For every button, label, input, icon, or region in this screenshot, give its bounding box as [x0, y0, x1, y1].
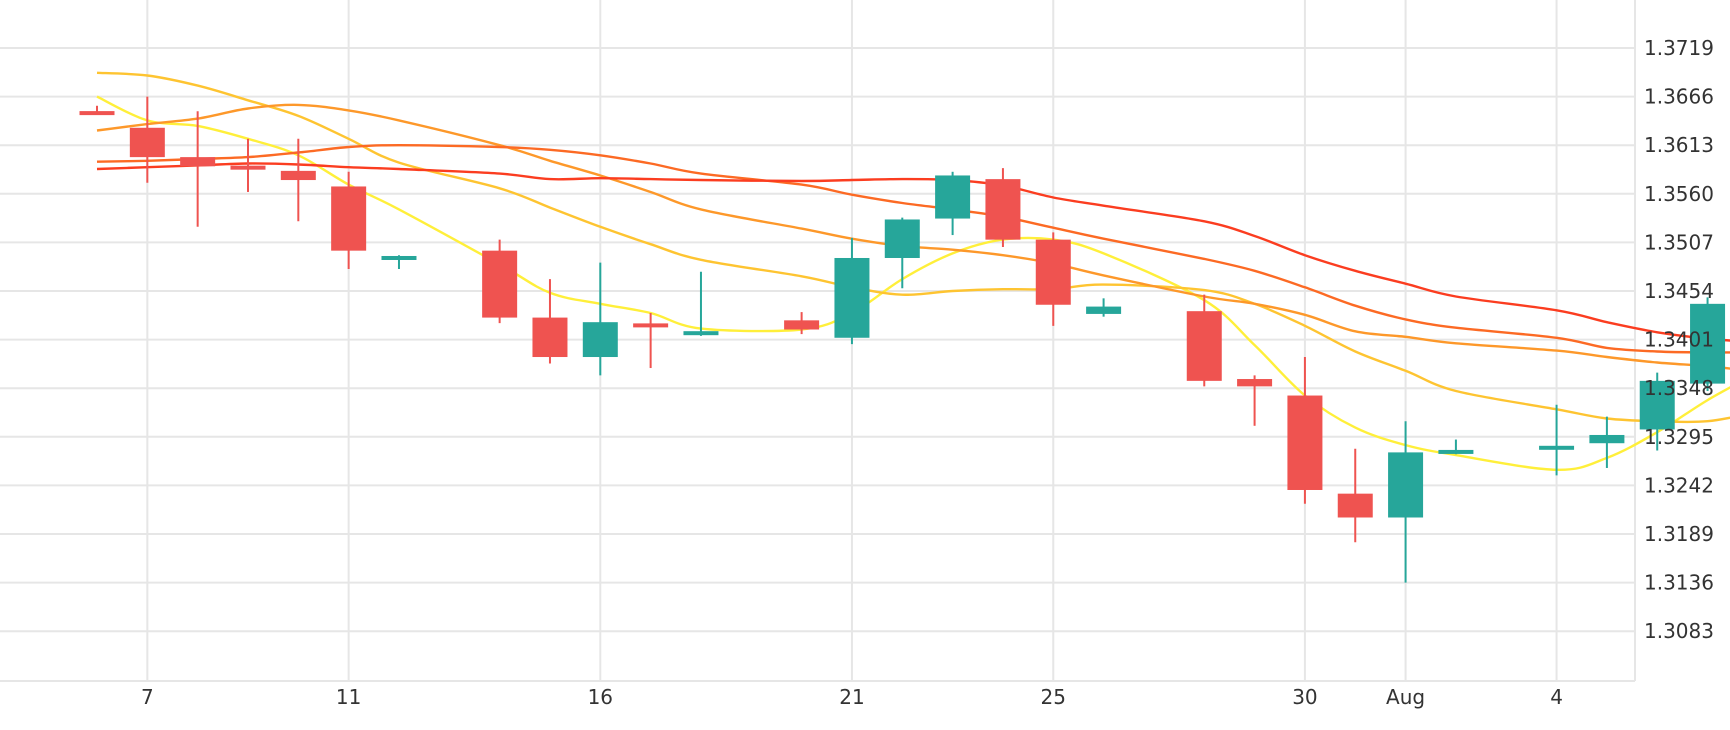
candle	[1690, 297, 1726, 391]
candle	[1287, 357, 1323, 504]
candle-body	[482, 250, 518, 318]
y-tick-label: 1.3401	[1644, 328, 1714, 352]
candle-body	[784, 320, 820, 330]
candle	[1388, 421, 1424, 583]
candle	[1438, 439, 1474, 455]
axes: 1.3719 1.3666 1.3613 1.3560 1.3507 1.3454 1.34…	[141, 36, 1714, 709]
y-tick-label: 1.3136	[1644, 571, 1714, 595]
candle	[1589, 416, 1625, 468]
candle	[1035, 232, 1071, 326]
y-tick-label: 1.3560	[1644, 182, 1714, 206]
moving-average-line-2	[96, 71, 1730, 424]
candle-body	[1438, 449, 1474, 454]
candle	[331, 171, 367, 269]
candle-body	[1337, 493, 1373, 518]
candle	[1337, 448, 1373, 543]
candle	[633, 313, 669, 369]
y-tick-label: 1.3083	[1644, 619, 1714, 643]
candle-body	[1589, 434, 1625, 444]
candle	[683, 271, 719, 336]
candle-body	[1035, 239, 1071, 305]
candle-body	[331, 186, 367, 251]
candle-body	[935, 175, 971, 219]
candle	[582, 262, 618, 376]
candle	[1086, 298, 1122, 317]
x-tick-label: 30	[1292, 685, 1317, 709]
x-tick-label: 25	[1041, 685, 1066, 709]
y-tick-label: 1.3613	[1644, 133, 1714, 157]
candle	[180, 111, 216, 227]
candle	[834, 237, 870, 345]
candle-body	[582, 322, 618, 358]
candle-body	[180, 157, 216, 167]
candle-body	[1539, 445, 1575, 450]
y-tick-label: 1.3719	[1644, 36, 1714, 60]
x-tick-label: 11	[336, 685, 361, 709]
y-tick-label: 1.3454	[1644, 279, 1714, 303]
candle	[784, 312, 820, 335]
candle-body	[633, 323, 669, 328]
candle-body	[1237, 379, 1273, 387]
candle	[1186, 294, 1222, 387]
y-tick-label: 1.3295	[1644, 425, 1714, 449]
y-tick-label: 1.3242	[1644, 473, 1714, 497]
candle-body	[1086, 306, 1122, 314]
x-tick-label: 21	[839, 685, 864, 709]
candle	[1639, 372, 1675, 451]
candle	[482, 239, 518, 324]
candle-body	[683, 331, 719, 336]
candle	[884, 217, 920, 289]
candle-body	[129, 127, 165, 158]
candle	[230, 138, 266, 192]
candle-body	[532, 317, 568, 358]
candle-body	[381, 255, 417, 260]
candle	[79, 105, 115, 116]
candle	[280, 138, 316, 222]
candle	[1539, 404, 1575, 476]
candle	[381, 255, 417, 269]
y-tick-label: 1.3507	[1644, 230, 1714, 254]
candle-body	[79, 111, 115, 116]
y-tick-label: 1.3666	[1644, 85, 1714, 109]
candle-body	[834, 257, 870, 338]
candle-body	[985, 179, 1021, 240]
x-tick-label: 7	[141, 685, 154, 709]
candle-body	[230, 165, 266, 170]
candle-body	[280, 170, 316, 181]
x-tick-label: Aug	[1386, 685, 1425, 709]
candle	[1237, 375, 1273, 426]
y-tick-label: 1.3189	[1644, 522, 1714, 546]
candle	[985, 168, 1021, 247]
moving-average-line-5	[96, 162, 1730, 342]
x-tick-label: 4	[1550, 685, 1563, 709]
candle-body	[1639, 380, 1675, 430]
candle	[129, 96, 165, 183]
grid	[0, 0, 1636, 682]
moving-average-line-1	[96, 95, 1730, 472]
candle-body	[1287, 395, 1323, 490]
candle	[935, 171, 971, 236]
candlesticks	[79, 96, 1726, 583]
candle-body	[1186, 311, 1222, 381]
moving-average-line-3	[96, 103, 1730, 370]
candle	[532, 279, 568, 364]
moving-average-line-4	[96, 143, 1730, 354]
x-tick-label: 16	[588, 685, 613, 709]
moving-average-lines	[96, 71, 1730, 472]
y-tick-label: 1.3348	[1644, 376, 1714, 400]
candle-body	[1690, 303, 1726, 384]
candle-body	[1388, 452, 1424, 518]
candle-body	[884, 219, 920, 258]
